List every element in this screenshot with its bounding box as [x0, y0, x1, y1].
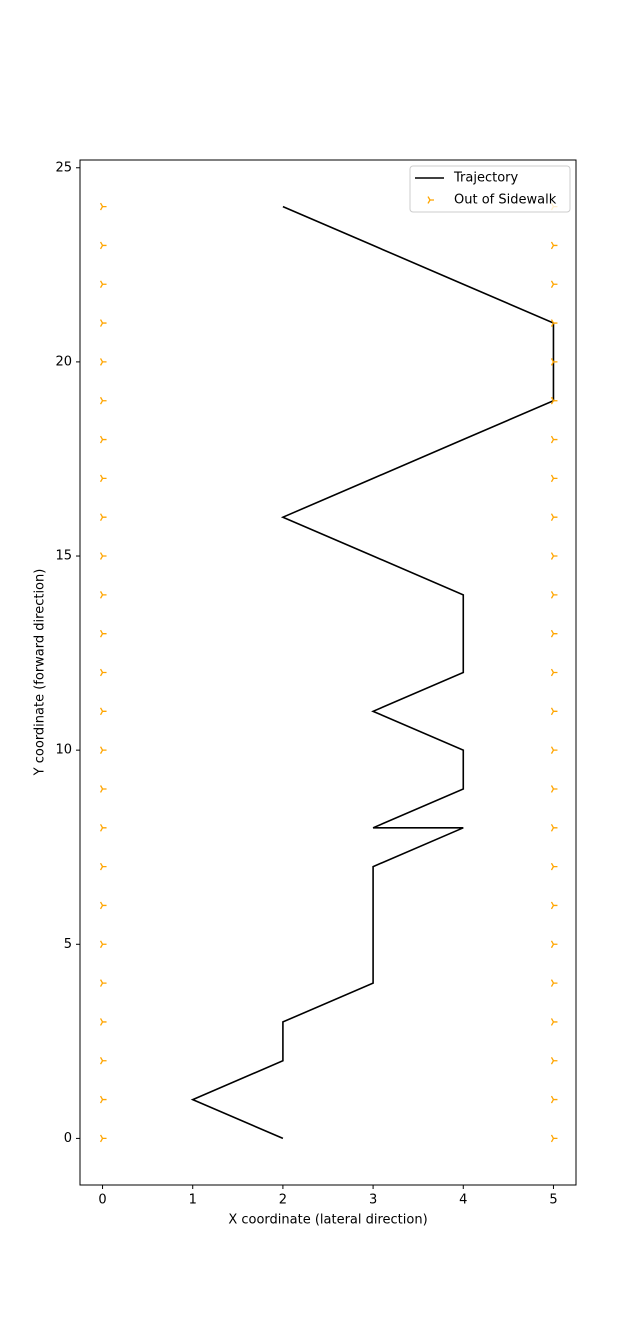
scatter-point: [550, 1095, 558, 1104]
scatter-point: [550, 552, 558, 560]
legend-label: Out of Sidewalk: [454, 193, 557, 208]
x-tick-label: 4: [459, 1193, 467, 1208]
scatter-point: [550, 1056, 558, 1065]
y-tick-label: 15: [55, 549, 72, 564]
x-tick-label: 1: [189, 1193, 197, 1208]
y-tick-label: 25: [55, 160, 72, 175]
legend-label: Trajectory: [453, 171, 518, 186]
y-tick-label: 20: [55, 354, 72, 369]
scatter-point: [550, 940, 558, 949]
scatter-point: [550, 629, 558, 638]
scatter-point: [99, 1018, 107, 1026]
legend-marker: [427, 196, 434, 204]
scatter-point: [550, 435, 558, 444]
scatter-point: [550, 862, 558, 871]
scatter-point: [550, 707, 558, 716]
y-tick-label: 0: [64, 1131, 72, 1146]
x-axis-label: X coordinate (lateral direction): [228, 1213, 427, 1228]
y-tick-label: 5: [64, 937, 72, 952]
scatter-point: [99, 474, 107, 483]
scatter-point: [550, 1134, 558, 1143]
scatter-point: [550, 319, 558, 327]
scatter-point: [550, 513, 558, 522]
scatter-point: [550, 358, 558, 366]
x-tick-label: 2: [279, 1193, 287, 1208]
scatter-point: [550, 474, 558, 483]
scatter-point: [550, 396, 558, 405]
trajectory-line: [190, 205, 555, 1140]
scatter-point: [99, 358, 107, 366]
y-tick-label: 10: [55, 743, 72, 758]
scatter-point: [99, 241, 107, 250]
scatter-point: [99, 785, 107, 793]
scatter-point: [99, 707, 107, 716]
scatter-point: [99, 280, 107, 289]
legend: Trajectory Out of Sidewalk: [409, 165, 571, 213]
scatter-point: [550, 823, 558, 832]
scatter-point: [99, 668, 107, 677]
scatter-point: [99, 552, 107, 560]
scatter-point: [99, 396, 107, 405]
scatter-point: [99, 1134, 107, 1143]
x-tick-label: 3: [369, 1193, 377, 1208]
y-axis-label: Y coordinate (forward direction): [33, 569, 48, 777]
scatter-point: [550, 785, 558, 793]
scatter-point: [550, 668, 558, 677]
scatter-point: [99, 1056, 107, 1065]
scatter-point: [99, 435, 107, 444]
scatter-point: [99, 862, 107, 871]
scatter-point: [99, 319, 107, 327]
x-tick-label: 0: [98, 1193, 106, 1208]
scatter-point: [550, 901, 558, 910]
scatter-point: [99, 1095, 107, 1104]
scatter-point: [99, 591, 107, 599]
x-tick-label: 5: [549, 1193, 557, 1208]
plot-frame: [79, 159, 577, 1186]
scatter-point: [99, 940, 107, 949]
scatter-point: [550, 591, 558, 599]
scatter-point: [550, 979, 558, 987]
scatter-point: [99, 513, 107, 522]
scatter-point: [99, 202, 107, 211]
scatter-point: [550, 280, 558, 289]
scatter-point: [99, 746, 107, 754]
scatter-point: [99, 901, 107, 910]
scatter-point: [550, 241, 558, 250]
legend-box: [409, 165, 571, 213]
scatter-point: [99, 823, 107, 832]
scatter-point: [550, 1018, 558, 1026]
scatter-point: [550, 746, 558, 754]
scatter-point: [99, 979, 107, 987]
scatter-point: [99, 629, 107, 638]
